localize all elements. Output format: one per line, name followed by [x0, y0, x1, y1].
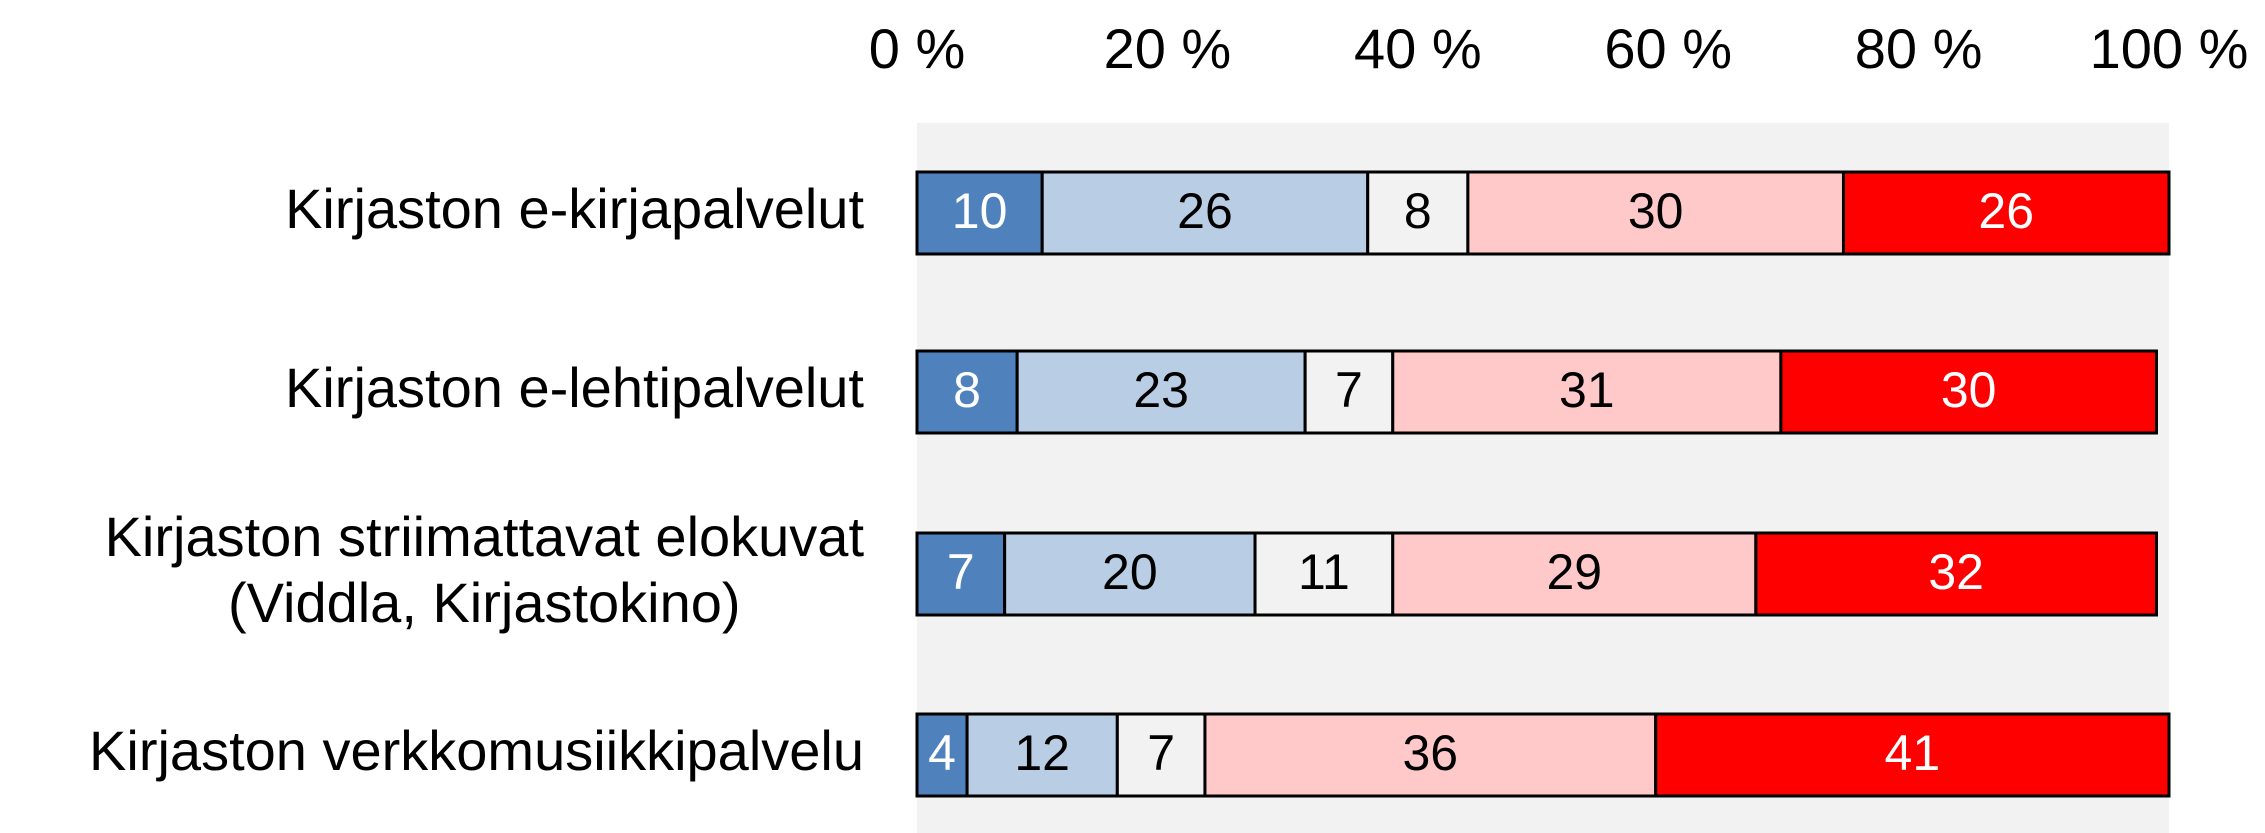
- bar-segment: [1040, 170, 1370, 256]
- bar-segment: [965, 712, 1119, 798]
- bar-segment: [1253, 531, 1395, 617]
- value-label: 7: [1335, 362, 1363, 418]
- x-tick-label: 40 %: [1354, 17, 1482, 80]
- value-label: 7: [947, 544, 975, 600]
- bar-segment: [915, 170, 1044, 256]
- category-label: Kirjaston striimattavat elokuvat (Viddla,…: [105, 505, 865, 634]
- bar-segment: [1841, 170, 2171, 256]
- category-label: Kirjaston e-kirjapalvelut: [285, 177, 864, 240]
- bar-segment: [1779, 349, 2158, 435]
- bar-segment: [1003, 531, 1257, 617]
- bar-segment: [915, 531, 1007, 617]
- bar-segment: [1203, 712, 1658, 798]
- value-label: 12: [1014, 725, 1070, 781]
- value-label: 8: [953, 362, 981, 418]
- bar-segment: [1391, 349, 1783, 435]
- value-label: 30: [1628, 183, 1684, 239]
- value-label: 7: [1147, 725, 1175, 781]
- x-tick-label: 20 %: [1104, 17, 1232, 80]
- value-label: 10: [952, 183, 1008, 239]
- value-label: 31: [1559, 362, 1615, 418]
- bar-segment: [1303, 349, 1395, 435]
- value-label: 8: [1404, 183, 1432, 239]
- category-label: Kirjaston e-lehtipalvelut: [285, 356, 864, 419]
- bar-segment: [1466, 170, 1845, 256]
- bar-segment: [1366, 170, 1470, 256]
- value-label: 20: [1102, 544, 1158, 600]
- bar-segment: [915, 712, 969, 798]
- value-label: 29: [1546, 544, 1602, 600]
- bar-segment: [1115, 712, 1207, 798]
- value-label: 32: [1928, 544, 1984, 600]
- bar-segment: [1391, 531, 1758, 617]
- x-tick-label: 0 %: [869, 17, 966, 80]
- value-label: 26: [1978, 183, 2034, 239]
- value-label: 36: [1403, 725, 1459, 781]
- x-tick-label: 60 %: [1604, 17, 1732, 80]
- x-tick-label: 80 %: [1855, 17, 1983, 80]
- value-label: 23: [1133, 362, 1189, 418]
- value-label: 30: [1941, 362, 1997, 418]
- bar-segment: [1754, 531, 2158, 617]
- value-label: 4: [928, 725, 956, 781]
- category-label: Kirjaston verkkomusiikkipalvelu: [89, 719, 864, 782]
- value-label: 41: [1885, 725, 1941, 781]
- bar-segment: [1654, 712, 2171, 798]
- value-label: 11: [1298, 544, 1350, 600]
- x-tick-label: 100 %: [2090, 17, 2249, 80]
- bar-segment: [915, 349, 1019, 435]
- value-label: 26: [1177, 183, 1233, 239]
